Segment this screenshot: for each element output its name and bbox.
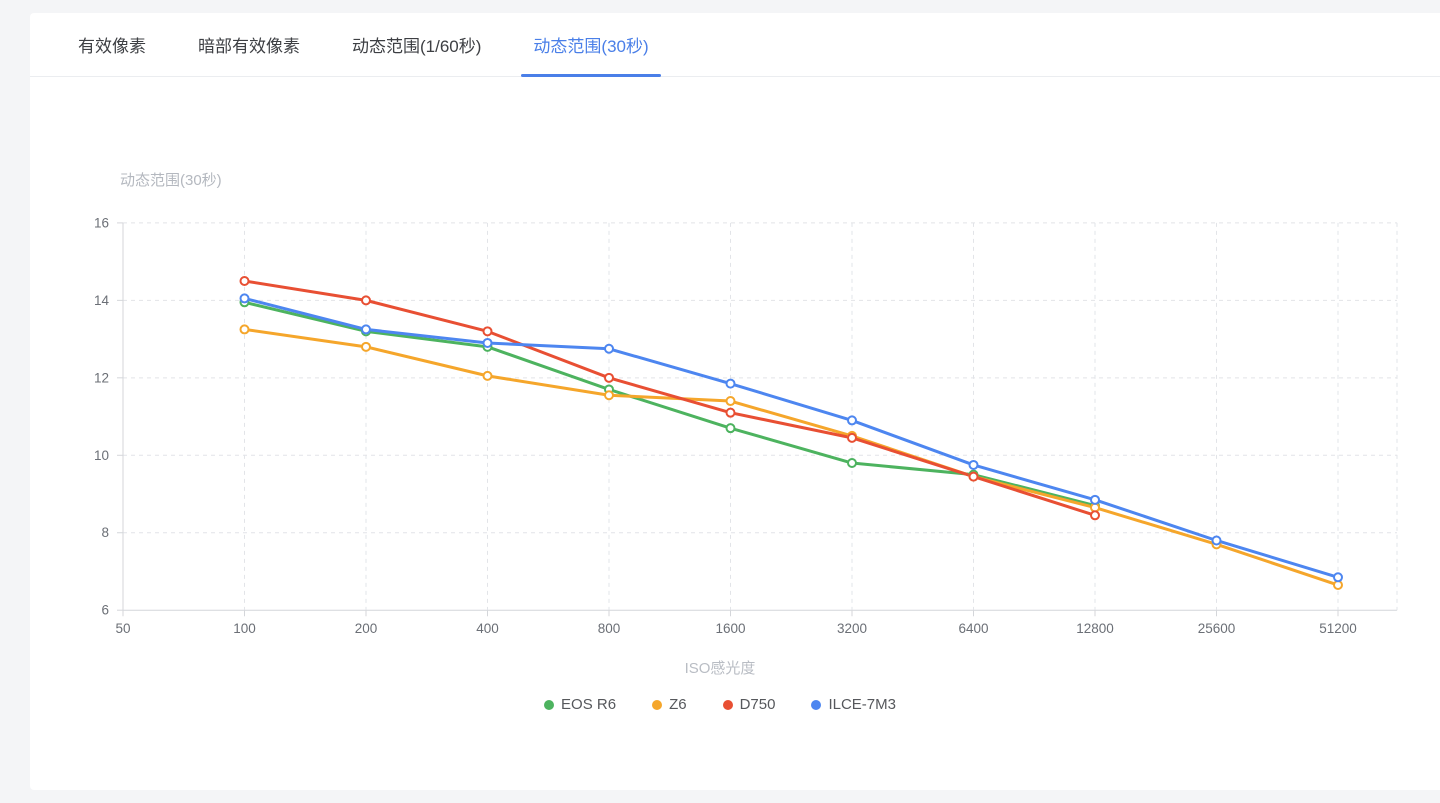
data-point-z6[interactable]: [725, 396, 736, 407]
data-point-d750[interactable]: [239, 275, 250, 286]
data-point-d750[interactable]: [725, 407, 736, 418]
y-tick-label: 12: [94, 370, 109, 385]
x-tick-label: 1600: [715, 621, 745, 636]
x-tick-label: 6400: [958, 621, 988, 636]
x-tick-label: 25600: [1198, 621, 1236, 636]
x-axis-title: ISO感光度: [684, 660, 756, 677]
data-point-ilce-7m3[interactable]: [604, 343, 614, 354]
x-tick-label: 12800: [1076, 621, 1114, 636]
y-tick-label: 8: [101, 525, 109, 540]
data-point-d750[interactable]: [1090, 510, 1100, 521]
data-point-ilce-7m3[interactable]: [1211, 535, 1222, 546]
data-point-eos-r6[interactable]: [725, 423, 736, 434]
series-line-z6: [243, 327, 1340, 587]
y-tick-label: 10: [94, 448, 109, 463]
legend-dot-icon: [652, 699, 663, 710]
data-point-ilce-7m3[interactable]: [361, 324, 371, 335]
data-point-ilce-7m3[interactable]: [239, 293, 250, 304]
legend-label: EOS R6: [561, 696, 617, 713]
legend-dot-icon: [544, 699, 555, 710]
x-tick-label: 800: [598, 621, 621, 636]
x-tick-label: 400: [476, 621, 499, 636]
data-point-z6[interactable]: [361, 341, 371, 352]
chart-title: 动态范围(30秒): [120, 172, 222, 189]
series-line-ilce-7m3: [243, 296, 1340, 579]
series-line-eos-r6: [243, 300, 1097, 508]
data-point-d750[interactable]: [361, 295, 371, 306]
legend-item-eos-r6[interactable]: EOS R6: [544, 696, 616, 713]
data-point-ilce-7m3[interactable]: [1090, 494, 1100, 505]
y-tick-label: 6: [101, 603, 109, 618]
data-point-ilce-7m3[interactable]: [968, 459, 979, 470]
x-tick-label: 3200: [837, 621, 867, 636]
tab-effective-pixels[interactable]: 有效像素: [78, 37, 146, 56]
data-point-ilce-7m3[interactable]: [1333, 572, 1343, 583]
data-point-ilce-7m3[interactable]: [725, 378, 736, 389]
legend-label: D750: [739, 696, 776, 713]
data-point-z6[interactable]: [239, 324, 250, 335]
data-point-d750[interactable]: [482, 326, 493, 337]
legend-label: Z6: [669, 696, 687, 713]
tab-dark-effective-pixels[interactable]: 暗部有效像素: [198, 37, 300, 56]
data-point-z6[interactable]: [604, 390, 614, 401]
data-point-d750[interactable]: [847, 432, 857, 443]
data-point-d750[interactable]: [968, 471, 979, 482]
tab-dynamic-range-1-60s[interactable]: 动态范围(1/60秒): [352, 37, 482, 56]
legend-item-z6[interactable]: Z6: [652, 696, 687, 713]
series-line-d750: [243, 279, 1097, 517]
legend-item-d750[interactable]: D750: [722, 696, 776, 713]
x-tick-label: 50: [115, 621, 130, 636]
data-point-d750[interactable]: [604, 372, 614, 383]
chart-card: 有效像素 暗部有效像素 动态范围(1/60秒) 动态范围(30秒) 动态范围(3…: [30, 13, 1440, 790]
tab-bar: 有效像素 暗部有效像素 动态范围(1/60秒) 动态范围(30秒): [30, 13, 1440, 77]
legend-dot-icon: [722, 699, 733, 710]
y-tick-label: 16: [94, 215, 109, 230]
x-tick-label: 200: [355, 621, 378, 636]
legend-item-ilce-7m3[interactable]: ILCE-7M3: [811, 696, 896, 713]
chart-legend: EOS R6 Z6 D750 ILCE-7M3: [0, 696, 1440, 713]
data-point-eos-r6[interactable]: [847, 458, 857, 469]
x-tick-label: 100: [233, 621, 256, 636]
legend-label: ILCE-7M3: [828, 696, 896, 713]
data-point-ilce-7m3[interactable]: [482, 337, 493, 348]
tab-dynamic-range-30s[interactable]: 动态范围(30秒): [521, 13, 661, 77]
y-tick-label: 14: [94, 293, 110, 308]
x-tick-label: 51200: [1319, 621, 1357, 636]
legend-dot-icon: [811, 699, 822, 710]
data-point-z6[interactable]: [482, 370, 493, 381]
data-point-ilce-7m3[interactable]: [847, 415, 857, 426]
